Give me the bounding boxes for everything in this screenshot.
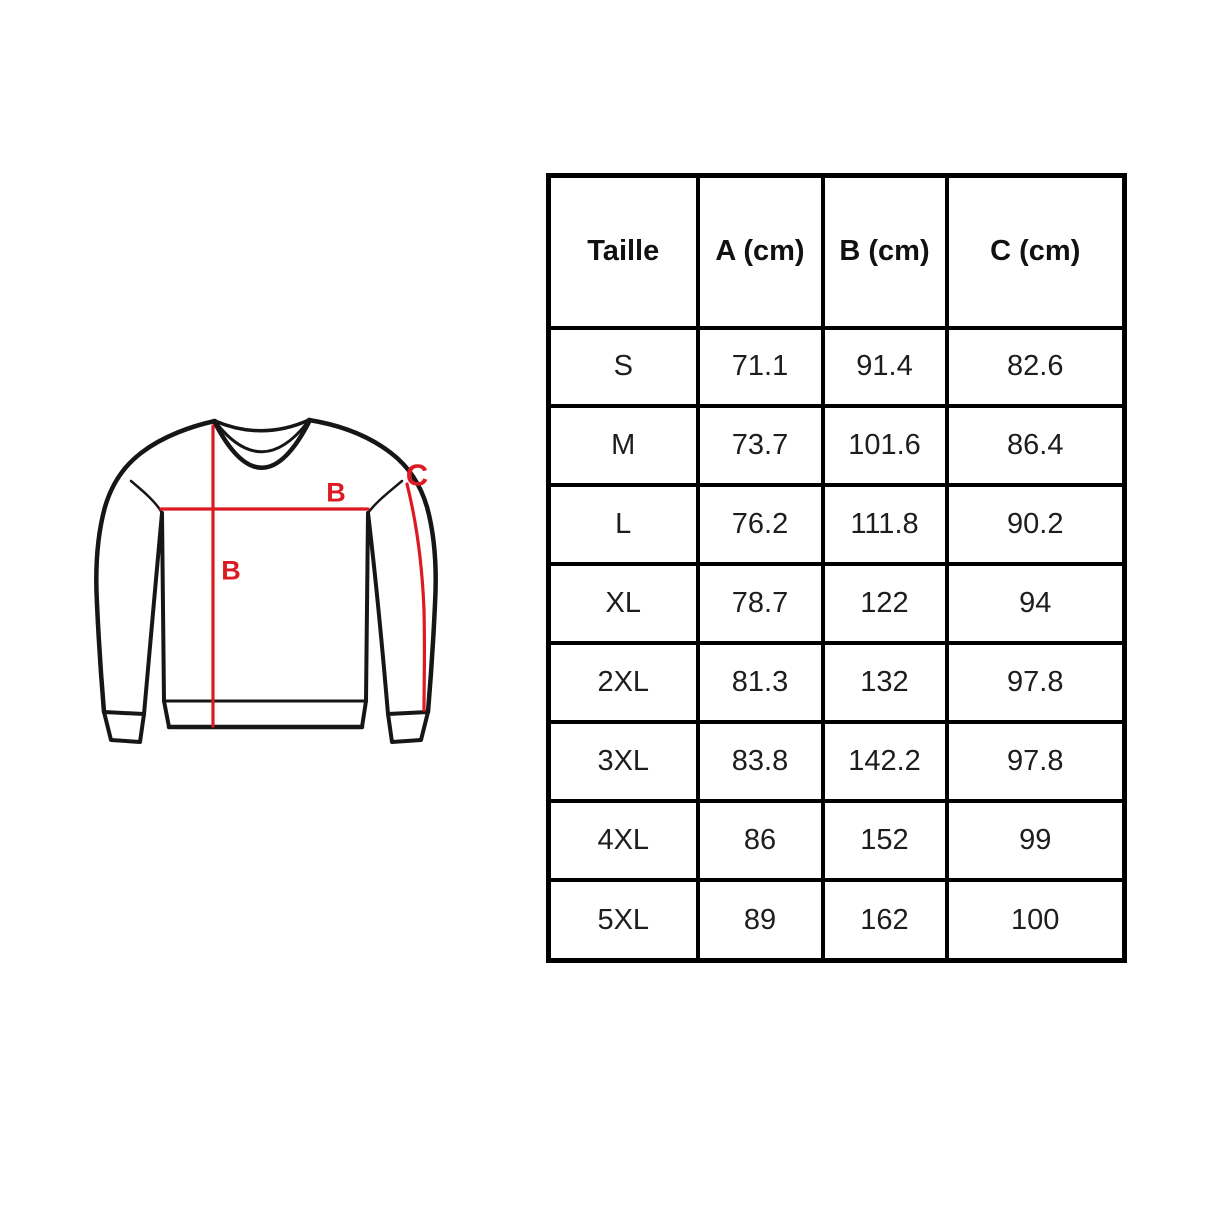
cell-size: 5XL bbox=[546, 878, 700, 963]
cell-size: 4XL bbox=[546, 799, 700, 883]
cell-c: 82.6 bbox=[944, 325, 1127, 409]
cell-a: 81.3 bbox=[695, 641, 825, 725]
cell-b: 162 bbox=[820, 878, 949, 963]
table-row-m: M 73.7 101.6 86.4 bbox=[546, 404, 1127, 488]
cell-b: 122 bbox=[820, 562, 949, 646]
collar-inner-arc bbox=[215, 421, 309, 454]
cell-a: 76.2 bbox=[695, 483, 825, 567]
length-measure-label: B bbox=[221, 555, 241, 586]
sleeve-measure-label: C bbox=[405, 457, 429, 493]
measurement-line-sleeve-curve bbox=[405, 482, 427, 712]
table-row-3xl: 3XL 83.8 142.2 97.8 bbox=[546, 720, 1127, 804]
cell-size: XL bbox=[546, 562, 700, 646]
table-row-s: S 71.1 91.4 82.6 bbox=[546, 325, 1127, 409]
header-row: Taille A (cm) B (cm) C (cm) bbox=[546, 173, 1127, 330]
col-header-a-cm: A (cm) bbox=[695, 173, 825, 330]
cell-c: 97.8 bbox=[944, 720, 1127, 804]
right-sleeve-outer-edge bbox=[306, 417, 438, 715]
cell-a: 86 bbox=[695, 799, 825, 883]
table-row-l: L 76.2 111.8 90.2 bbox=[546, 483, 1127, 567]
left-sleeve-outer-edge bbox=[94, 418, 218, 715]
table-body: S 71.1 91.4 82.6 M 73.7 101.6 86.4 L 76.… bbox=[546, 325, 1127, 963]
right-armhole-seam bbox=[366, 479, 404, 515]
col-header-taille: Taille bbox=[546, 173, 700, 330]
cell-a: 83.8 bbox=[695, 720, 825, 804]
chest-measure-label: B bbox=[326, 477, 346, 508]
cell-b: 111.8 bbox=[820, 483, 949, 567]
cell-size: L bbox=[546, 483, 700, 567]
right-sleeve-inner-edge bbox=[366, 511, 390, 716]
cell-c: 86.4 bbox=[944, 404, 1127, 488]
right-cuff bbox=[386, 710, 430, 744]
table-row-2xl: 2XL 81.3 132 97.8 bbox=[546, 641, 1127, 725]
cell-c: 100 bbox=[944, 878, 1127, 963]
table-row-5xl: 5XL 89 162 100 bbox=[546, 878, 1127, 963]
left-sleeve-inner-edge bbox=[142, 511, 164, 716]
hem-right-edge bbox=[360, 699, 368, 729]
cell-size: 3XL bbox=[546, 720, 700, 804]
table-row-xl: XL 78.7 122 94 bbox=[546, 562, 1127, 646]
col-header-c-cm: C (cm) bbox=[944, 173, 1127, 330]
cell-a: 73.7 bbox=[695, 404, 825, 488]
cell-a: 71.1 bbox=[695, 325, 825, 409]
cell-size: 2XL bbox=[546, 641, 700, 725]
sweater-outline-svg bbox=[94, 417, 438, 744]
cell-a: 89 bbox=[695, 878, 825, 963]
sweater-figure: B B C bbox=[85, 395, 445, 765]
hem-left-edge bbox=[162, 699, 171, 729]
left-cuff bbox=[102, 710, 146, 744]
collar-outer-arc bbox=[211, 417, 313, 470]
cell-c: 90.2 bbox=[944, 483, 1127, 567]
cell-c: 94 bbox=[944, 562, 1127, 646]
body-left-edge bbox=[160, 511, 166, 703]
body-right-edge bbox=[364, 511, 370, 703]
size-chart-table: Taille A (cm) B (cm) C (cm) S 71.1 91.4 … bbox=[546, 173, 1127, 963]
cell-size: S bbox=[546, 325, 700, 409]
table-header: Taille A (cm) B (cm) C (cm) bbox=[546, 173, 1127, 330]
cell-b: 132 bbox=[820, 641, 949, 725]
table-row-4xl: 4XL 86 152 99 bbox=[546, 799, 1127, 883]
cell-a: 78.7 bbox=[695, 562, 825, 646]
cell-b: 91.4 bbox=[820, 325, 949, 409]
collar-back-neckline bbox=[213, 418, 311, 433]
cell-b: 101.6 bbox=[820, 404, 949, 488]
cell-b: 152 bbox=[820, 799, 949, 883]
cell-c: 97.8 bbox=[944, 641, 1127, 725]
col-header-b-cm: B (cm) bbox=[820, 173, 949, 330]
cell-size: M bbox=[546, 404, 700, 488]
cell-b: 142.2 bbox=[820, 720, 949, 804]
cell-c: 99 bbox=[944, 799, 1127, 883]
left-armhole-seam bbox=[129, 479, 164, 515]
